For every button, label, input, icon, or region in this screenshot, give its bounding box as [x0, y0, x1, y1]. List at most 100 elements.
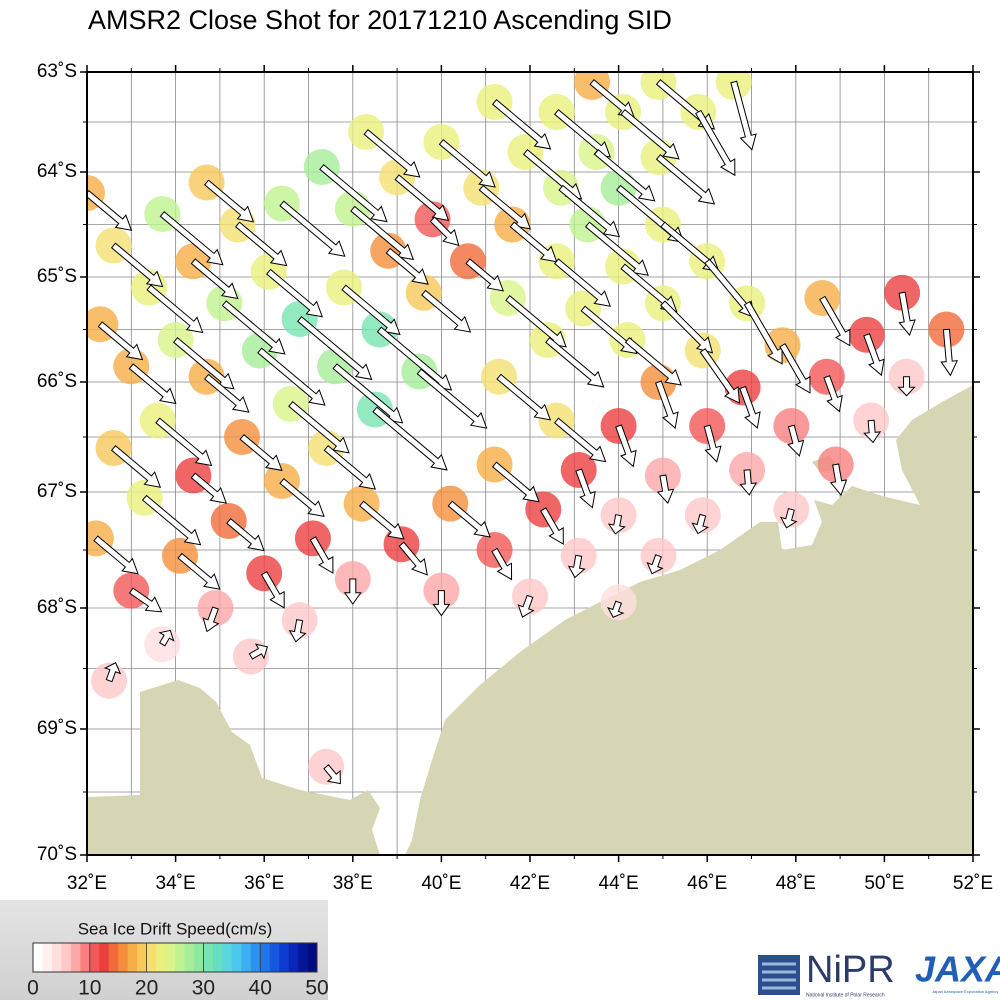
colorbar-cell [89, 943, 100, 972]
drift-arrow [202, 606, 220, 633]
colorbar-cell [146, 943, 157, 972]
drift-arrow [110, 444, 162, 488]
colorbar-cell [99, 943, 110, 972]
drift-arrow [655, 380, 679, 429]
drift-arrow [97, 321, 144, 361]
drift-arrow [394, 174, 450, 221]
drift-arrow [158, 629, 175, 647]
x-tick-label: 44˚E [599, 873, 639, 894]
drift-arrow [103, 662, 122, 683]
x-tick-label: 50˚E [864, 873, 904, 894]
colorbar-tick-label: 10 [78, 977, 101, 1000]
drift-arrow [257, 347, 326, 406]
colorbar-cell [222, 943, 233, 972]
colorbar-cell [288, 943, 299, 972]
drift-arrow [343, 578, 362, 605]
drift-arrow [190, 472, 228, 504]
y-tick-label: 67˚S [37, 481, 77, 502]
colorbar-cell [231, 943, 242, 972]
drift-arrow [288, 400, 350, 454]
drift-arrow [940, 328, 958, 377]
drift-arrow [363, 128, 421, 178]
jaxa-logo: JAXA Japan Aerospace Exploration Agency [915, 949, 1000, 995]
drift-arrow [863, 419, 882, 444]
drift-arrow [558, 184, 621, 238]
drift-arrow [248, 643, 268, 660]
drift-arrow [432, 590, 451, 617]
drift-arrow [221, 300, 286, 355]
drift-arrow [743, 301, 783, 365]
drift-arrow [496, 373, 552, 421]
drift-arrow [615, 424, 637, 468]
drift-arrow [279, 200, 346, 257]
drift-arrow [624, 336, 682, 386]
drift-arrows [87, 78, 958, 785]
drift-arrow [491, 461, 540, 503]
drift-arrow [656, 474, 675, 504]
colorbar-title: Sea Ice Drift Speed(cm/s) [78, 919, 273, 938]
colorbar-cell [307, 943, 318, 972]
drift-arrow [898, 291, 916, 337]
drift-arrow [787, 424, 805, 457]
colorbar-cell [80, 943, 91, 972]
drift-arrow [829, 463, 848, 497]
drift-arrow [141, 494, 202, 546]
colorbar-cell [127, 943, 138, 972]
drift-arrow [203, 179, 255, 223]
colorbar-cell [33, 943, 43, 972]
y-tick-label: 65˚S [37, 266, 77, 287]
drift-arrow [575, 468, 596, 509]
colorbar-cell [184, 943, 195, 972]
y-tick-label: 64˚S [37, 161, 77, 182]
y-tick-label: 69˚S [37, 718, 77, 739]
drift-arrow [823, 375, 843, 413]
y-tick-label: 70˚S [37, 844, 77, 865]
drift-arrow [438, 138, 496, 188]
drift-arrow [695, 109, 736, 177]
title: AMSR2 Close Shot for 20171210 Ascending … [88, 5, 672, 35]
x-tick-label: 48˚E [776, 873, 816, 894]
drift-arrow [87, 189, 133, 231]
nipr-icon-stripes [762, 962, 796, 990]
x-tick-label: 32˚E [67, 873, 107, 894]
drift-arrow [159, 210, 224, 266]
jaxa-text: JAXA [915, 949, 1000, 990]
colorbar-cell [260, 943, 270, 972]
drift-arrow [607, 514, 626, 535]
drift-arrow [447, 500, 491, 538]
drift-arrow [350, 205, 415, 261]
land-west [87, 680, 380, 855]
land-east [405, 385, 973, 855]
drift-arrow [897, 376, 916, 397]
colorbar-cell [70, 943, 81, 972]
drift-arrow [234, 221, 288, 267]
jaxa-full-text: Japan Aerospace Exploration Agency [932, 989, 998, 994]
colorbar-cell [118, 943, 128, 972]
drift-arrow [323, 764, 341, 785]
colorbar-tick-label: 0 [27, 977, 39, 1000]
colorbar-cell [42, 943, 53, 972]
y-tick-label: 68˚S [37, 597, 77, 618]
drift-arrow [863, 333, 885, 377]
colorbar-tick-label: 40 [249, 977, 272, 1000]
colorbar-tick-label: 30 [192, 977, 215, 1000]
x-tick-label: 40˚E [421, 873, 461, 894]
x-tick-label: 36˚E [244, 873, 284, 894]
drift-arrow [172, 336, 235, 390]
nipr-text: NiPR [806, 949, 895, 991]
colorbar-cell [175, 943, 185, 972]
drift-arrow [739, 385, 761, 429]
colorbar-cell [212, 943, 223, 972]
drift-arrow [545, 336, 605, 388]
colorbar-cell [269, 943, 280, 972]
x-tick-label: 52˚E [953, 873, 993, 894]
colorbar-tick-label: 20 [135, 977, 158, 1000]
drift-arrow [429, 216, 460, 247]
drift-arrow [703, 424, 722, 463]
colorbar-cell [156, 943, 166, 972]
drift-arrow [779, 343, 811, 394]
nipr-full-text: National Institute of Polar Research [806, 992, 885, 998]
drift-arrow [593, 148, 656, 202]
